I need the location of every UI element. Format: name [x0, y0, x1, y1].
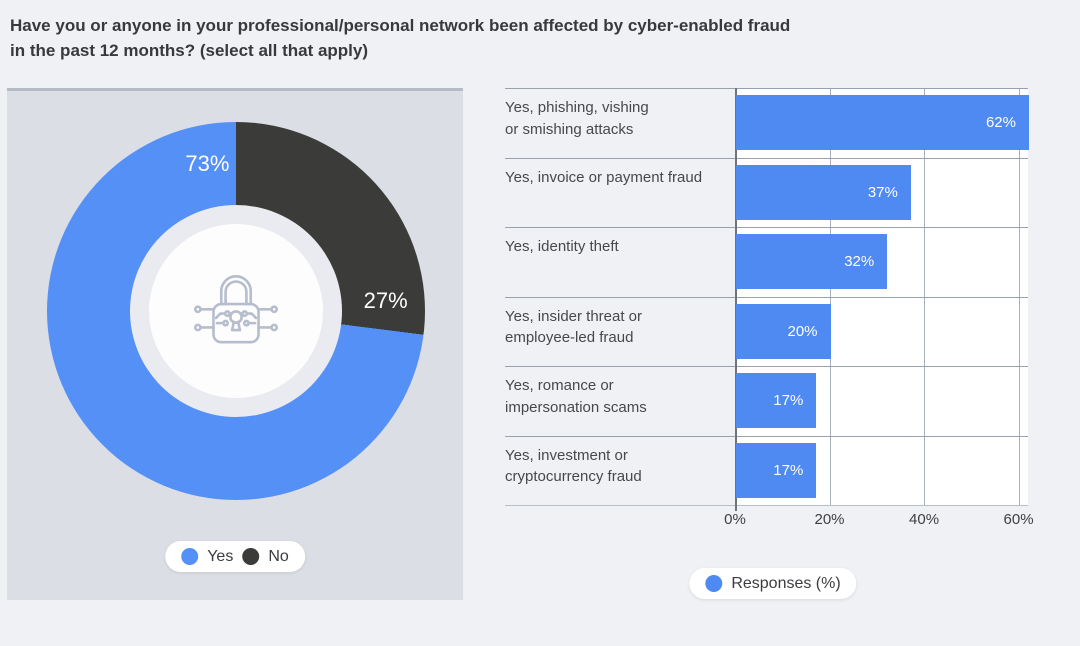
bar-category-label: Yes, insider threat or employee-led frau…: [505, 307, 643, 347]
donut-panel: 27% 73%: [7, 88, 463, 600]
cyber-lock-icon: [193, 275, 279, 344]
bar: 17%: [736, 373, 817, 428]
gridline-horizontal: [505, 505, 1028, 506]
bar-legend-label: Responses (%): [731, 574, 841, 592]
bar-category-label: Yes, phishing, vishing or smishing attac…: [505, 99, 649, 138]
bar-legend-dot: [705, 575, 723, 592]
bar-value-label: 17%: [773, 392, 804, 409]
bar-category-label: Yes, investment or cryptocurrency fraud: [505, 446, 642, 486]
x-axis-tick-label: 60%: [1003, 511, 1034, 528]
legend-item-label: No: [268, 547, 289, 565]
legend-item-label: Yes: [207, 547, 234, 565]
donut-slice-label: 73%: [185, 150, 230, 176]
donut-center: [149, 224, 323, 398]
bar-value-label: 32%: [844, 253, 875, 270]
bar-value-label: 17%: [773, 461, 804, 479]
bar-category-label: Yes, romance or impersonation scams: [505, 377, 647, 416]
bar-value-label: 37%: [867, 183, 898, 201]
x-axis-tick-label: 0%: [724, 511, 746, 528]
gridline-horizontal: [505, 296, 1028, 298]
bar-category-label: Yes, identity theft: [505, 238, 619, 255]
bar: 17%: [736, 442, 817, 498]
donut-legend[interactable]: Yes No: [165, 541, 305, 572]
gridline-horizontal: [505, 435, 1028, 437]
bar: 62%: [736, 95, 1029, 150]
bar-chart: Yes, phishing, vishing or smishing attac…: [490, 88, 1050, 600]
y-axis-line: [735, 88, 737, 511]
gridline-horizontal: [505, 366, 1028, 367]
gridline-horizontal: [505, 88, 1028, 89]
donut-slice-label: 27%: [363, 288, 408, 314]
bar-legend[interactable]: Responses (%): [689, 568, 857, 599]
legend-dot: [181, 548, 199, 565]
gridline-horizontal: [505, 157, 1028, 159]
bar: 20%: [736, 303, 831, 359]
bar: 37%: [736, 164, 911, 220]
x-axis-tick-label: 20%: [814, 511, 845, 528]
bar-category-label: Yes, invoice or payment fraud: [505, 168, 703, 186]
bar-value-label: 20%: [787, 322, 818, 340]
x-axis-tick-label: 40%: [909, 511, 940, 528]
legend-dot: [242, 548, 260, 565]
gridline-horizontal: [505, 227, 1028, 228]
question-title: Have you or anyone in your professional/…: [10, 16, 791, 60]
bar-value-label: 62%: [985, 114, 1016, 131]
bar: 32%: [736, 234, 888, 289]
donut-chart: 27% 73%: [47, 122, 425, 500]
